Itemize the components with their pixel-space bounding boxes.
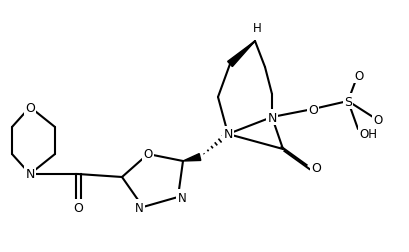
Text: N: N <box>267 111 276 124</box>
Polygon shape <box>228 42 255 67</box>
Text: N: N <box>223 128 233 141</box>
Polygon shape <box>183 154 201 161</box>
Text: N: N <box>135 201 144 214</box>
Text: O: O <box>308 103 318 116</box>
Text: N: N <box>25 168 35 181</box>
Text: S: S <box>344 95 352 108</box>
Text: OH: OH <box>359 127 377 140</box>
Text: O: O <box>354 69 364 82</box>
Text: O: O <box>373 113 383 126</box>
Text: N: N <box>178 191 187 204</box>
Text: O: O <box>144 148 153 161</box>
Text: O: O <box>25 101 35 114</box>
Text: O: O <box>73 201 83 214</box>
Text: H: H <box>253 21 261 34</box>
Text: O: O <box>311 161 321 174</box>
